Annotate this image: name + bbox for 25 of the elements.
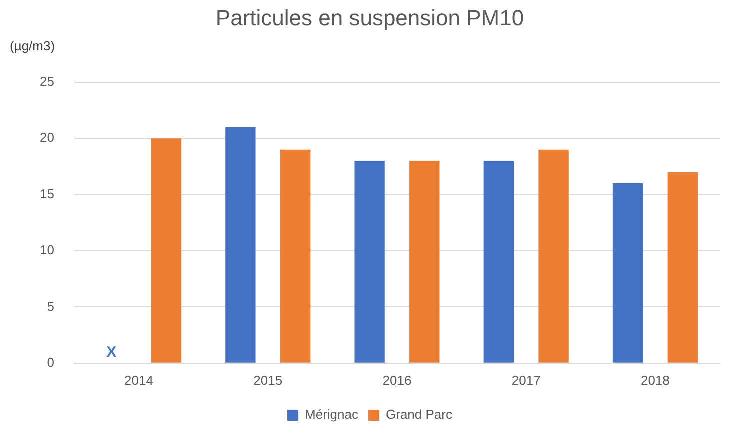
bar: [484, 161, 514, 363]
bar: [226, 127, 256, 363]
x-tick-label: 2017: [512, 372, 541, 388]
bar: [538, 150, 569, 363]
bar: [354, 161, 385, 363]
legend-label: Grand Parc: [386, 407, 453, 422]
bar: [410, 161, 440, 363]
y-tick-label: 10: [40, 242, 54, 258]
bar: [668, 172, 698, 363]
legend-label: Mérignac: [305, 407, 359, 422]
annotation: X: [106, 344, 117, 362]
bar: [612, 184, 644, 363]
x-tick-label: 2015: [254, 372, 283, 388]
y-tick-label: 5: [47, 298, 54, 314]
x-tick-label: 2016: [382, 372, 412, 388]
y-tick-label: 25: [40, 74, 54, 89]
x-tick-label: 2018: [640, 372, 670, 388]
chart-title: Particules en suspension PM10: [216, 5, 524, 30]
y-axis-title: (µg/m3): [10, 38, 56, 54]
x-tick-label: 2014: [124, 372, 154, 388]
bar: [151, 138, 182, 363]
y-tick-label: 15: [40, 186, 54, 202]
bar: [280, 150, 311, 363]
y-tick-label: 20: [40, 130, 54, 146]
y-tick-label: 0: [47, 354, 54, 370]
